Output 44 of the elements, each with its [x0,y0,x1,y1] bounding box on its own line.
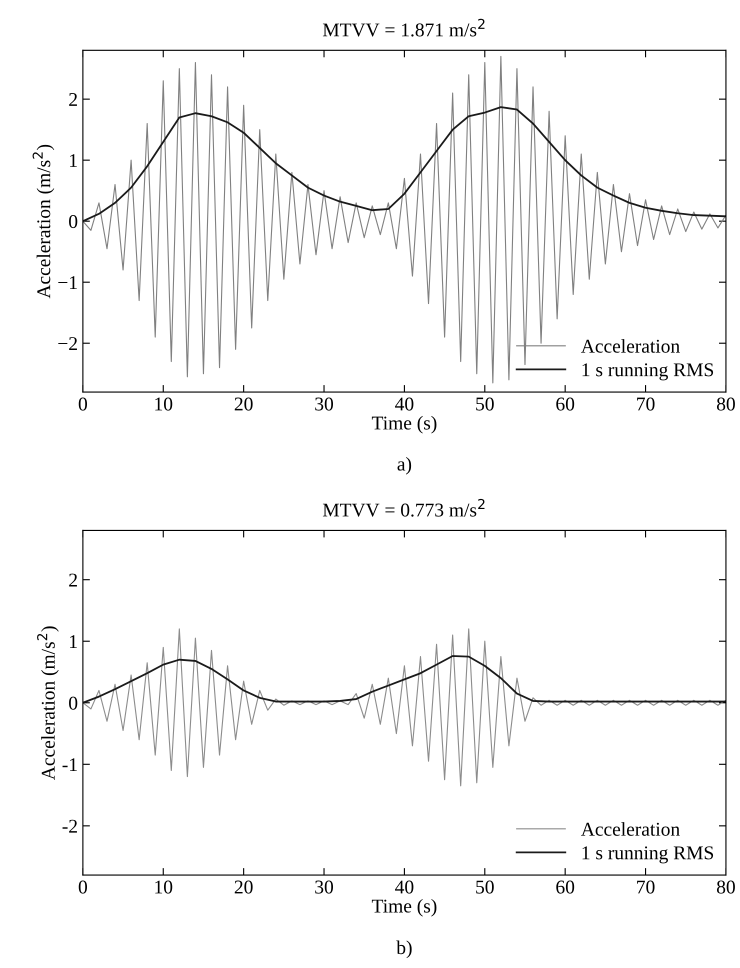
x-tick-label: 70 [637,397,655,411]
x-tick-label: 60 [556,397,574,411]
x-tick-label: 40 [395,880,414,894]
x-tick-label: 50 [476,880,494,894]
x-tick-label: 30 [315,880,334,894]
x-tick-label: 20 [234,880,253,894]
x-tick-label: 10 [155,880,172,894]
text: b) [396,940,412,958]
y-tick-label: 1 [70,635,77,648]
y-axis-title: Acceleration (m/s$^{2}$) [32,144,54,298]
y-tick-label: -1 [62,758,77,772]
x-tick-label: 10 [155,397,172,411]
x-tick-label: 70 [637,880,655,894]
line-series [82,106,726,222]
x-tick-label: 0 [78,880,87,894]
x-axis-title: Time (s) [372,898,436,917]
x-tick-label: 80 [716,880,735,894]
x-tick-label: 0 [78,397,87,411]
legend-label: 1 s running RMS [582,363,714,380]
text: a) [398,456,412,475]
x-tick-label: 20 [234,397,253,411]
x-tick-label: 30 [315,397,334,411]
x-tick-label: 40 [395,397,414,411]
x-tick-label: 50 [476,397,494,411]
legend-label: Acceleration [581,822,680,836]
line-series [82,628,726,786]
line-series [82,56,726,384]
y-tick-label: 2 [69,574,77,586]
x-axis-title: Time (s) [372,416,436,434]
y-tick-label: 0 [69,215,78,228]
chart-title: MTVV = 1.871 m/s$^{2}$ [322,18,484,37]
chart-title: MTVV = 0.773 m/s$^{2}$ [322,498,484,517]
y-tick-label: −1 [58,276,77,289]
y-tick-label: 1 [70,154,77,167]
x-tick-label: 80 [716,397,735,411]
y-tick-label: -2 [62,820,77,833]
legend-label: 1 s running RMS [582,846,714,864]
y-tick-label: 0 [69,696,78,710]
x-tick-label: 60 [556,880,574,894]
y-tick-label: −2 [58,337,77,350]
y-axis-title: Acceleration (m/s$^{2}$) [37,626,59,780]
y-tick-label: 2 [69,93,77,106]
line-series [82,655,726,704]
legend-label: Acceleration [581,339,680,353]
